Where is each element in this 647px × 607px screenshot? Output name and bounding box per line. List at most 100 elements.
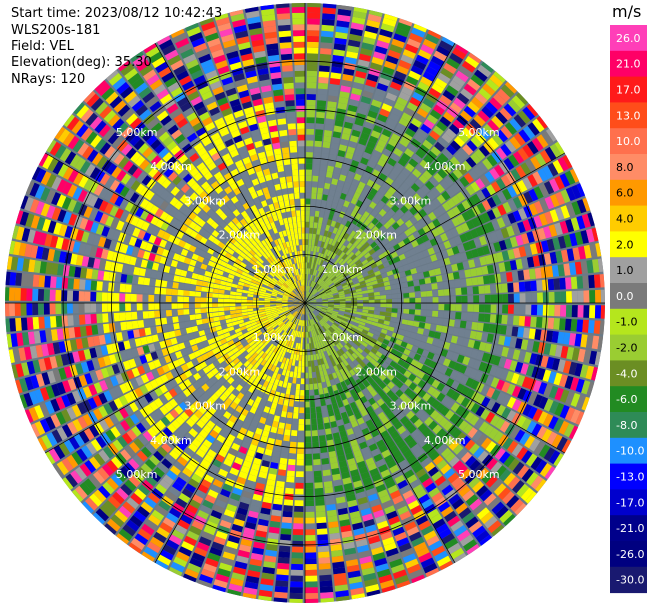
range-gate	[114, 195, 124, 207]
range-gate	[78, 303, 85, 314]
range-gate	[310, 299, 317, 302]
range-gate	[357, 107, 368, 116]
range-gate	[574, 231, 584, 246]
range-gate	[462, 144, 474, 156]
range-gate	[389, 112, 400, 122]
range-gate	[119, 198, 129, 210]
range-gate	[331, 289, 338, 293]
range-gate	[267, 155, 275, 163]
range-gate	[366, 255, 374, 262]
range-gate	[306, 157, 313, 164]
range-gate	[301, 227, 305, 234]
range-gate	[394, 162, 404, 172]
range-gate	[237, 255, 244, 262]
range-gate	[337, 102, 348, 110]
range-gate	[262, 20, 276, 28]
range-gate	[531, 292, 538, 303]
range-gate	[239, 226, 247, 234]
range-gate	[308, 280, 311, 287]
range-gate	[167, 323, 175, 331]
range-gate	[475, 178, 486, 190]
range-gate	[347, 170, 355, 179]
range-gate	[413, 133, 425, 144]
range-gate	[310, 281, 314, 287]
range-gate	[460, 252, 468, 261]
range-gate	[229, 303, 236, 307]
range-gate	[87, 149, 99, 163]
range-gate	[279, 256, 284, 263]
range-gate	[173, 275, 180, 282]
range-gate	[224, 252, 232, 259]
range-gate	[477, 64, 492, 78]
range-gate	[214, 91, 226, 101]
range-gate	[122, 160, 134, 172]
range-gate	[532, 255, 541, 267]
range-gate	[361, 259, 369, 266]
range-gate	[178, 169, 189, 179]
range-gate	[380, 299, 387, 303]
range-gate	[413, 222, 422, 231]
range-gate	[538, 183, 549, 197]
range-gate	[254, 183, 262, 192]
range-gate	[276, 265, 282, 272]
range-gate	[224, 186, 233, 195]
range-gate	[339, 301, 346, 303]
range-gate	[319, 574, 332, 582]
range-gate	[212, 194, 221, 204]
range-gate	[381, 272, 388, 278]
range-gate	[331, 252, 337, 260]
range-gate	[374, 270, 381, 276]
range-gate	[315, 123, 324, 130]
range-gate	[301, 285, 304, 292]
range-gate	[318, 217, 324, 224]
range-gate	[308, 293, 313, 299]
range-gate	[463, 105, 476, 118]
range-gate	[288, 458, 296, 466]
range-gate	[336, 20, 350, 28]
range-gate	[361, 42, 375, 51]
range-gate	[362, 90, 374, 99]
range-gate	[486, 197, 497, 209]
range-gate	[293, 257, 297, 264]
range-gate	[156, 246, 165, 256]
range-gate	[334, 301, 340, 303]
range-gate	[311, 430, 318, 437]
range-gate	[121, 143, 133, 156]
range-gate	[314, 292, 320, 297]
range-gate	[281, 248, 287, 256]
range-gate	[125, 113, 138, 126]
range-gate	[474, 69, 488, 82]
range-gate	[438, 296, 445, 303]
range-gate	[239, 251, 247, 259]
range-gate	[363, 262, 371, 269]
range-gate	[283, 292, 290, 296]
range-gate	[102, 281, 109, 292]
range-gate	[260, 200, 268, 208]
range-gate	[396, 122, 407, 132]
range-gate	[458, 270, 466, 279]
range-gate	[443, 111, 455, 123]
range-gate	[357, 300, 364, 303]
range-gate	[300, 292, 304, 298]
range-gate	[275, 580, 289, 587]
range-gate	[502, 188, 512, 201]
range-gate	[302, 355, 305, 362]
range-gate	[508, 293, 514, 303]
range-gate	[424, 256, 432, 264]
range-gate	[342, 225, 349, 233]
range-gate	[356, 294, 363, 298]
range-gate	[296, 117, 305, 124]
range-gate	[104, 145, 116, 159]
range-gate	[269, 271, 275, 278]
range-gate	[298, 239, 302, 246]
range-gate	[292, 418, 298, 425]
range-gate	[132, 54, 147, 67]
range-gate	[145, 46, 160, 59]
range-gate	[313, 276, 317, 282]
range-gate	[149, 318, 156, 327]
range-gate	[479, 295, 485, 303]
range-gate	[335, 161, 343, 169]
range-gate	[90, 97, 104, 111]
range-gate	[302, 256, 305, 263]
range-gate	[425, 66, 439, 77]
